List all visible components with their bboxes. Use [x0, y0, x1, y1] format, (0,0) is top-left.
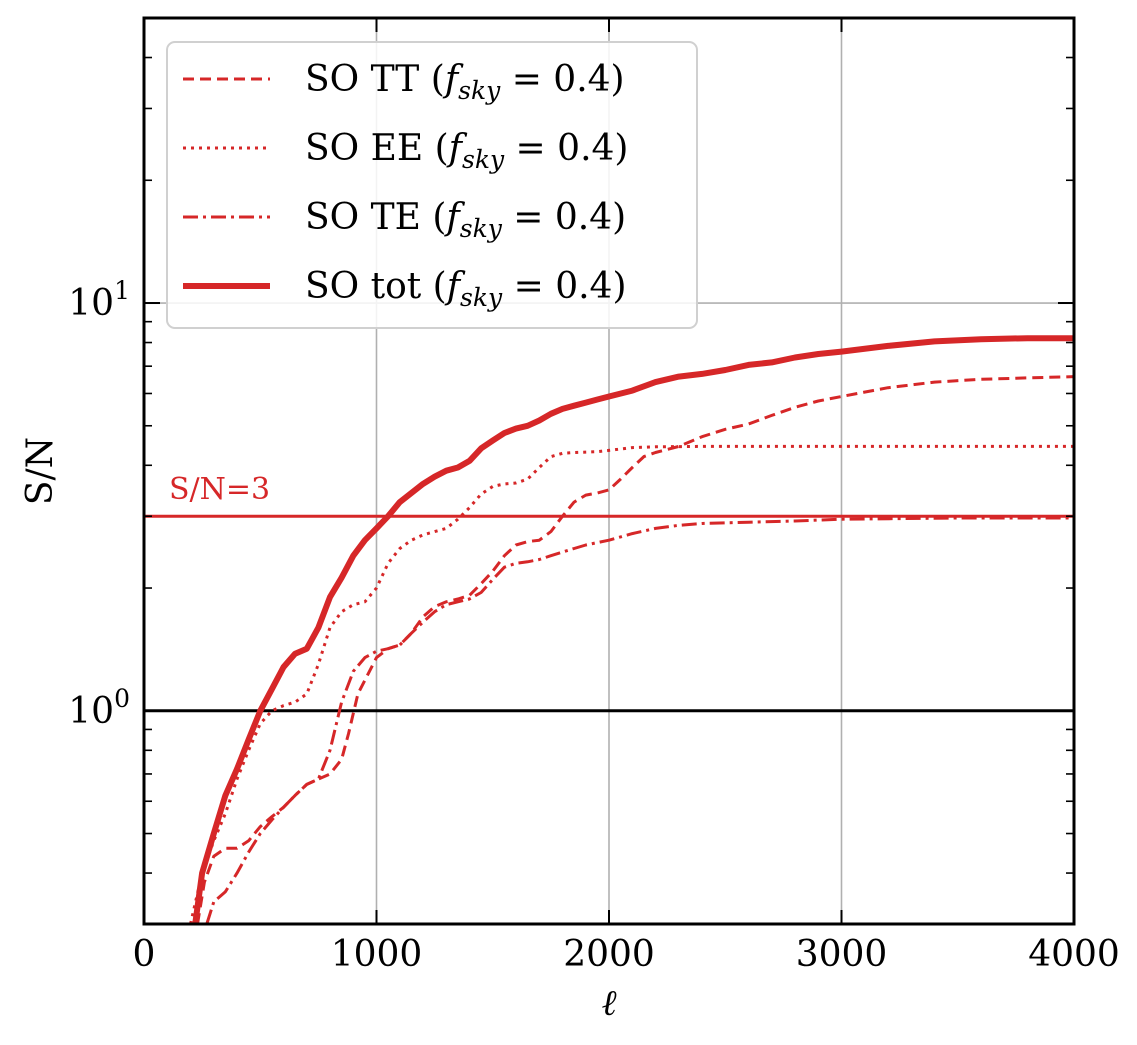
series-line: [205, 516, 1074, 925]
series-layer: [189, 335, 1075, 925]
y-tick-label: 100: [68, 684, 130, 732]
tick-marks: [143, 18, 1075, 925]
x-tick-label: 0: [133, 934, 156, 975]
reference-lines: S/N=3: [144, 472, 1074, 713]
series-line: [192, 335, 1074, 925]
x-tick-label: 2000: [563, 934, 655, 975]
legend-box: [166, 41, 698, 329]
x-tick-label: 3000: [796, 934, 888, 975]
legend-label: SO TT (fsky = 0.4): [305, 59, 625, 105]
x-tick-labels: 0 1000 2000 3000 4000: [133, 934, 1120, 975]
x-axis-label: ℓ: [602, 983, 617, 1024]
legend-label: SO tot (fsky = 0.4): [305, 266, 627, 312]
x-tick-label: 1000: [331, 934, 423, 975]
reference-line-label: S/N=3: [169, 472, 270, 507]
y-axis-label: S/N: [20, 437, 61, 505]
legend: SO TT (fsky = 0.4)SO EE (fsky = 0.4)SO T…: [166, 41, 698, 329]
y-tick-labels: 100 101: [68, 276, 130, 732]
series-line: [196, 375, 1075, 925]
x-tick-label: 4000: [1028, 934, 1120, 975]
y-tick-label: 101: [68, 276, 130, 324]
legend-label: SO EE (fsky = 0.4): [305, 128, 628, 174]
